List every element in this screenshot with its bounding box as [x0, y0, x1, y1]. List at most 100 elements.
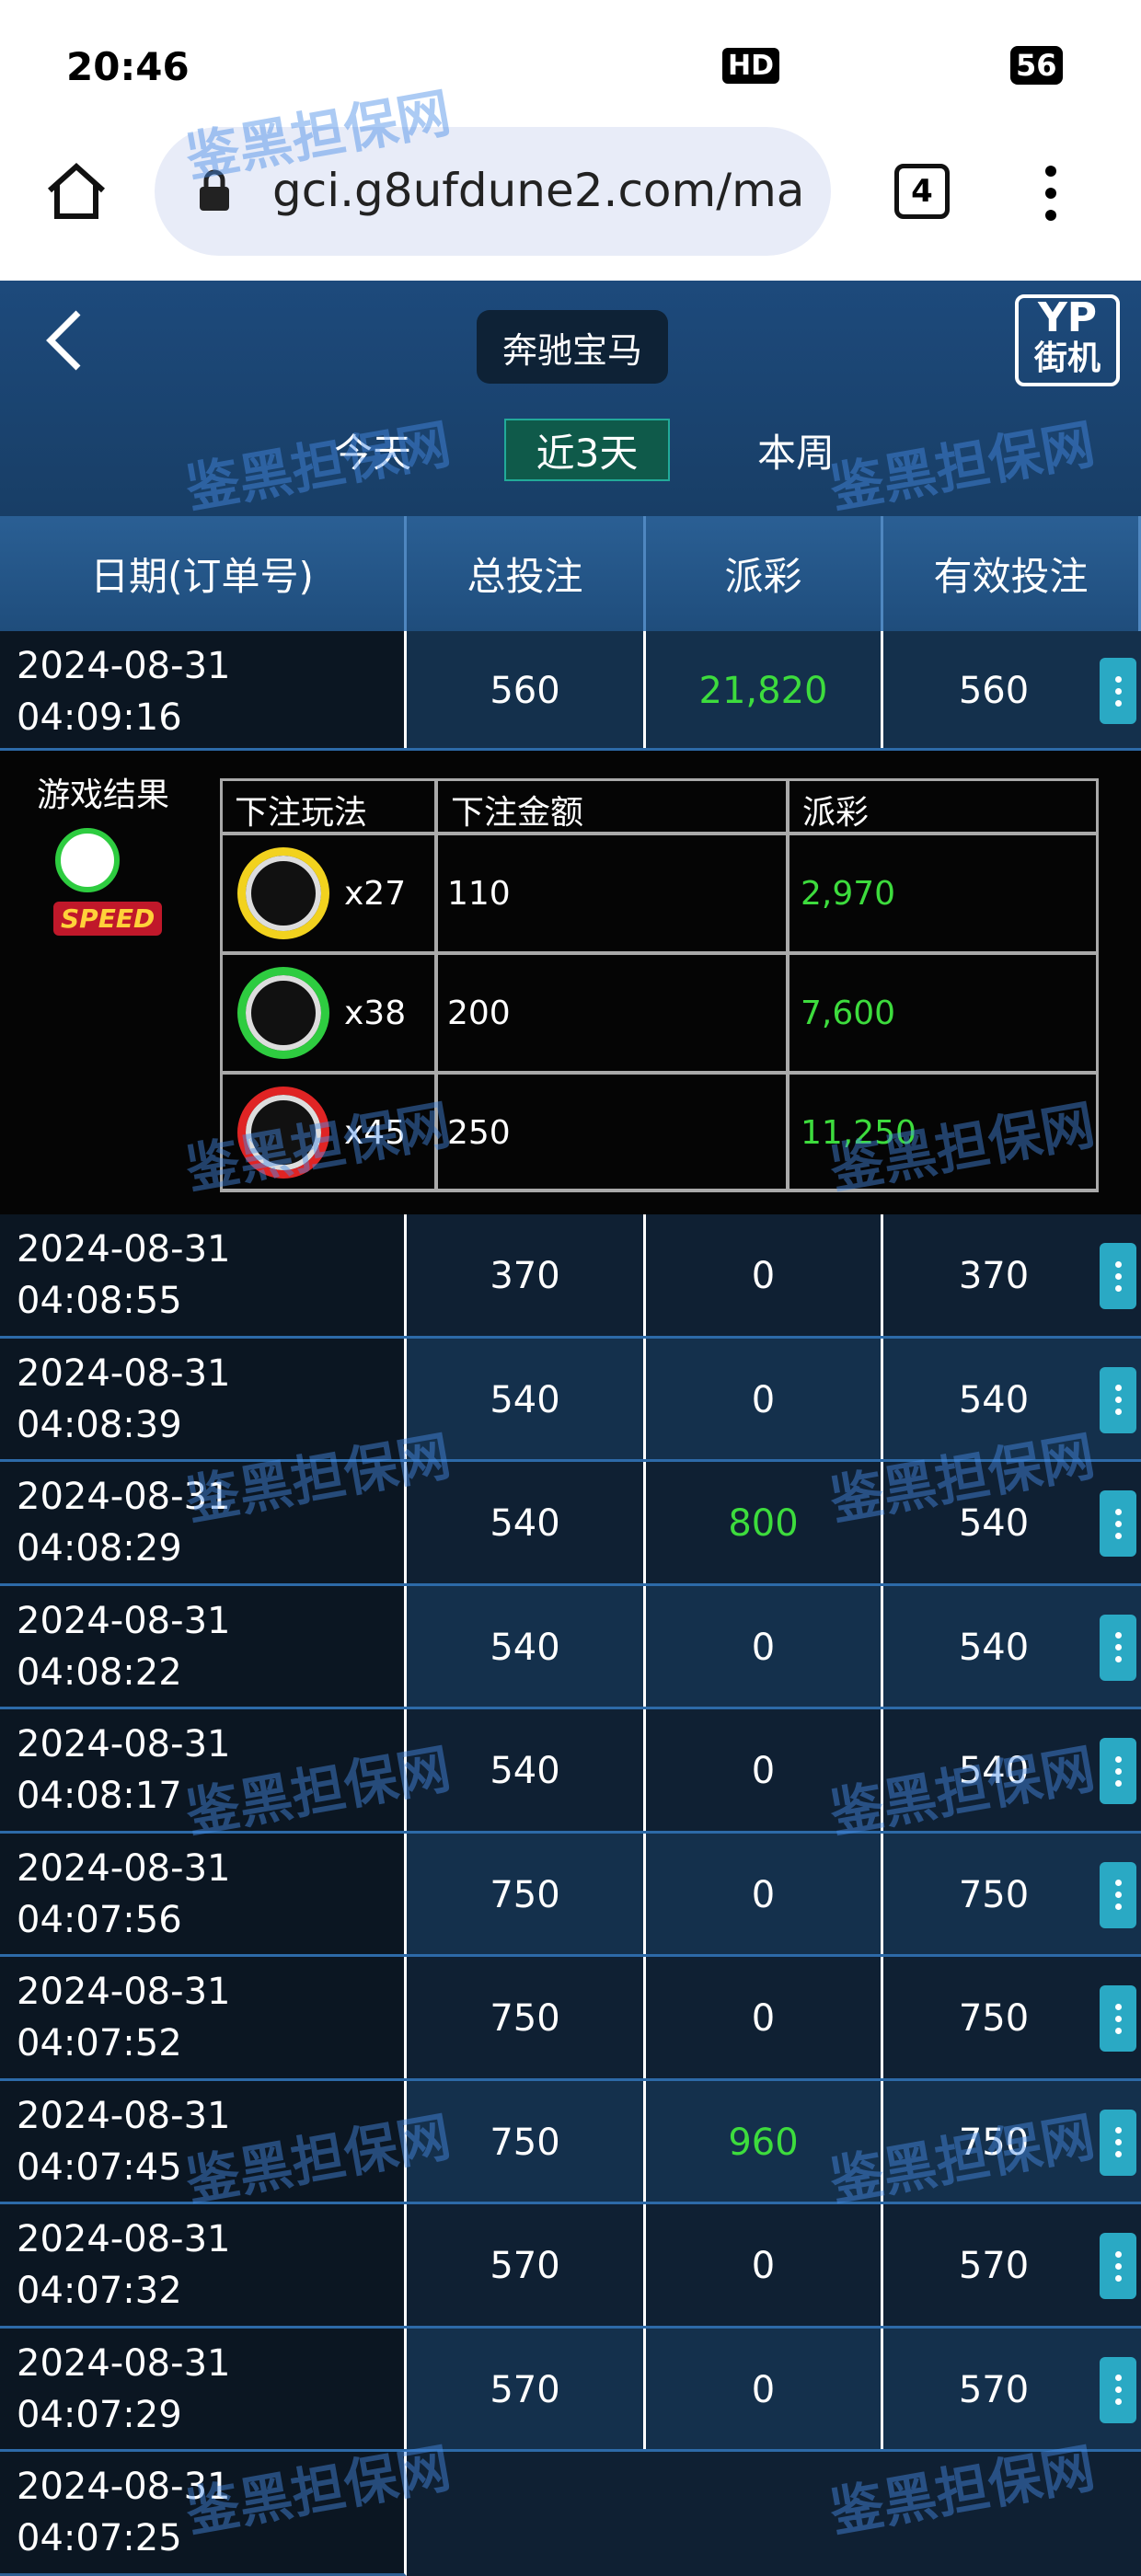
- tab-count[interactable]: 4: [894, 164, 950, 219]
- home-button[interactable]: [44, 161, 109, 222]
- game-name: 奔驰宝马: [477, 310, 668, 384]
- dot: [1114, 1409, 1122, 1416]
- order-time: 2024-08-31 04:08:29: [17, 1476, 231, 1570]
- cell-payout: 0: [646, 1338, 883, 1462]
- status-time: 20:46: [66, 44, 190, 89]
- url-bar[interactable]: gci.g8ufdune2.com/ma: [155, 127, 831, 256]
- cell-total-bet: 370: [407, 1214, 646, 1339]
- date-tab[interactable]: 本周: [756, 430, 835, 476]
- row-menu-button[interactable]: [1100, 1366, 1136, 1433]
- dot: [1114, 1892, 1122, 1899]
- order-time: 2024-08-31 04:08:22: [17, 1599, 231, 1694]
- date-cell: 2024-08-31 04:08:55(9240830167468431): [0, 1214, 410, 1374]
- detail-label: 游戏结果: [37, 776, 170, 814]
- bet-amount: 250: [447, 1113, 511, 1152]
- row-divider: [0, 1707, 1141, 1709]
- dot: [1114, 1260, 1122, 1268]
- order-time: 2024-08-31 04:08:39: [17, 1351, 231, 1446]
- cell-valid-bet: 540: [958, 1378, 1030, 1421]
- cell-payout: 0: [646, 1957, 883, 2081]
- url-text: gci.g8ufdune2.com/ma: [272, 164, 805, 217]
- app-header: 奔驰宝马 YP 街机 今天 近3天 本周: [0, 281, 1141, 516]
- bet-payout: 7,600: [801, 994, 896, 1032]
- bet-odds: x45: [344, 1113, 407, 1152]
- order-time: 2024-08-31 04:07:45: [17, 2094, 231, 2189]
- bet-icon: [237, 967, 329, 1059]
- dot: [1114, 1656, 1122, 1663]
- dot: [1114, 1272, 1122, 1280]
- dot: [1114, 675, 1122, 683]
- bet-icon: [237, 1087, 329, 1179]
- dot: [1114, 2127, 1122, 2134]
- cell-total-bet: 540: [407, 1585, 646, 1709]
- row-menu-button[interactable]: [1100, 1985, 1136, 2053]
- row-menu-button[interactable]: [1100, 2233, 1136, 2300]
- detail-cell-box: [220, 1073, 436, 1192]
- row-divider: [0, 2449, 1141, 2452]
- detail-column-header: 下注金额: [436, 778, 788, 834]
- dot: [1114, 1903, 1122, 1911]
- bet-amount: 110: [447, 874, 511, 913]
- order-time: 2024-08-31 04:09:16: [17, 645, 231, 739]
- row-divider: [0, 2325, 1141, 2329]
- detail-cell-box: [788, 953, 1099, 1073]
- row-menu-button[interactable]: [1100, 1490, 1136, 1558]
- date-cell: 2024-08-31 04:07:29(9240830167458895): [0, 2328, 410, 2488]
- back-button[interactable]: [41, 308, 87, 373]
- column-header: 有效投注: [883, 516, 1141, 631]
- row-divider: [0, 1459, 1141, 1462]
- detail-cell-box: [436, 834, 788, 953]
- detail-cell-box: [220, 953, 436, 1073]
- cell-payout: 0: [646, 2204, 883, 2329]
- order-time: 2024-08-31 04:07:52: [17, 1971, 231, 2064]
- cell-total-bet: 540: [407, 1462, 646, 1586]
- cell-payout: 21,820: [646, 631, 883, 751]
- cell-payout: 0: [646, 1585, 883, 1709]
- cell-total-bet: 540: [407, 1338, 646, 1462]
- column-header: 派彩: [646, 516, 883, 631]
- row-divider: [0, 1582, 1141, 1586]
- table-header-row: [0, 516, 1141, 631]
- cell-valid-bet: 370: [958, 1255, 1030, 1298]
- menu-button[interactable]: [1040, 164, 1062, 223]
- row-menu-button[interactable]: [1100, 2356, 1136, 2423]
- row-menu-button[interactable]: [1100, 1861, 1136, 1928]
- cell-total-bet: 750: [407, 1833, 646, 1957]
- cell-valid-bet: 750: [958, 1997, 1030, 2041]
- detail-cell-box: [436, 953, 788, 1073]
- bet-icon: [237, 847, 329, 939]
- logo-top: YP: [1037, 294, 1098, 341]
- dot: [1114, 2375, 1122, 2382]
- battery: 56: [1010, 46, 1063, 85]
- date-tab[interactable]: 今天: [333, 430, 411, 476]
- dot: [1114, 687, 1122, 695]
- lock-icon: [200, 169, 229, 211]
- row-menu-button[interactable]: [1100, 1738, 1136, 1805]
- detail-cell-box: [220, 834, 436, 953]
- column-header: 总投注: [407, 516, 646, 631]
- dot: [1114, 2398, 1122, 2406]
- row-menu-button[interactable]: [1100, 1614, 1136, 1681]
- row-menu-button[interactable]: [1100, 2109, 1136, 2176]
- cell-valid-bet: 540: [958, 1750, 1030, 1793]
- dot: [1114, 2151, 1122, 2158]
- order-time: 2024-08-31 04:08:55: [17, 1228, 231, 1322]
- cell-valid-bet: 750: [958, 1873, 1030, 1916]
- dot: [1114, 1520, 1122, 1527]
- cell-total-bet: 750: [407, 1957, 646, 2081]
- cell-total-bet: 540: [407, 1709, 646, 1834]
- dot: [1114, 2027, 1122, 2034]
- row-menu-button[interactable]: [1100, 658, 1136, 724]
- date-cell: 2024-08-31 04:07:56(9240830167461560): [0, 1833, 410, 1993]
- cell-total-bet: 570: [407, 2204, 646, 2329]
- column-header: 日期(订单号): [0, 516, 407, 631]
- date-cell: 2024-08-31 04:07:32(9240830167459402): [0, 2204, 410, 2363]
- dot: [1114, 2274, 1122, 2282]
- detail-cell-box: [788, 1073, 1099, 1192]
- detail-cell-box: [436, 1073, 788, 1192]
- cell-payout: 0: [646, 1214, 883, 1339]
- dot: [1114, 1632, 1122, 1639]
- bet-amount: 200: [447, 994, 511, 1032]
- date-tab[interactable]: 近3天: [504, 419, 670, 481]
- row-menu-button[interactable]: [1100, 1243, 1136, 1310]
